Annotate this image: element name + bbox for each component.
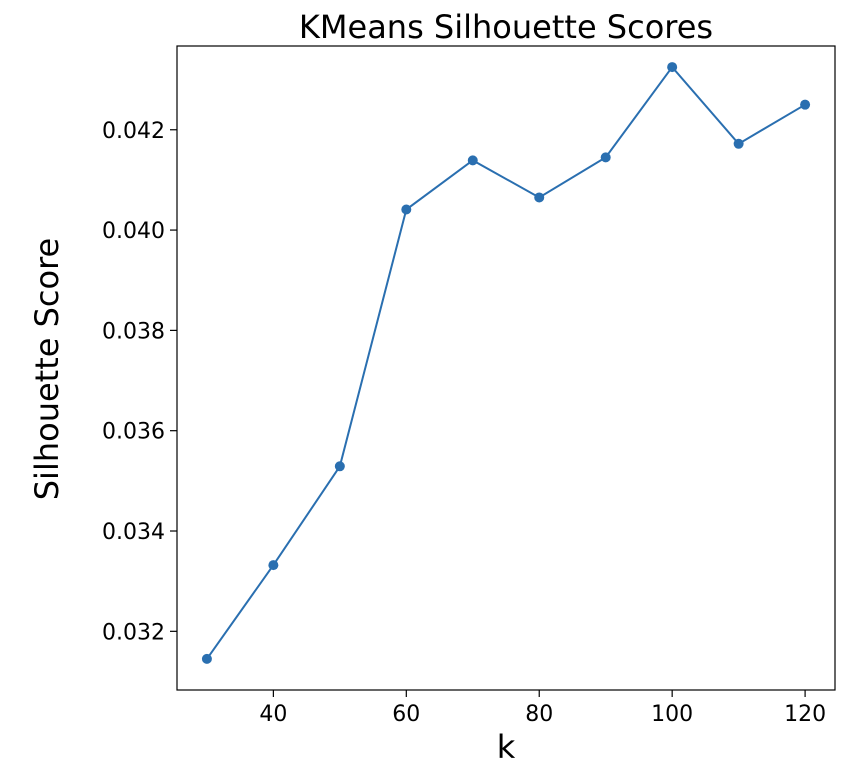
plot-frame	[176, 45, 836, 691]
y-tick-label: 0.036	[102, 420, 165, 445]
x-tick-label: 60	[392, 702, 420, 727]
chart-title: KMeans Silhouette Scores	[299, 8, 713, 46]
y-tick-label: 0.034	[102, 520, 165, 545]
data-point	[667, 62, 678, 73]
x-tick-label: 120	[784, 702, 826, 727]
y-axis-label: Silhouette Score	[28, 238, 66, 501]
y-tick-label: 0.038	[102, 319, 165, 344]
data-point	[201, 653, 212, 664]
data-point	[534, 192, 545, 203]
data-point	[334, 461, 345, 472]
series-line	[206, 65, 806, 660]
data-point	[268, 560, 279, 571]
x-axis-label: k	[497, 728, 516, 766]
data-point	[800, 99, 811, 110]
y-tick-label: 0.042	[102, 119, 165, 144]
x-tick-label: 100	[651, 702, 693, 727]
x-tick-label: 80	[525, 702, 553, 727]
x-tick-label: 40	[259, 702, 287, 727]
data-point	[401, 204, 412, 215]
data-point	[733, 138, 744, 149]
data-point	[467, 155, 478, 166]
plot-area: 40 60 80 100 120 0.032 0.034 0.036 0.038 0.040 0.0…	[102, 45, 836, 727]
y-tick-label: 0.032	[102, 620, 165, 645]
y-tick-label: 0.040	[102, 219, 165, 244]
data-point	[600, 152, 611, 163]
